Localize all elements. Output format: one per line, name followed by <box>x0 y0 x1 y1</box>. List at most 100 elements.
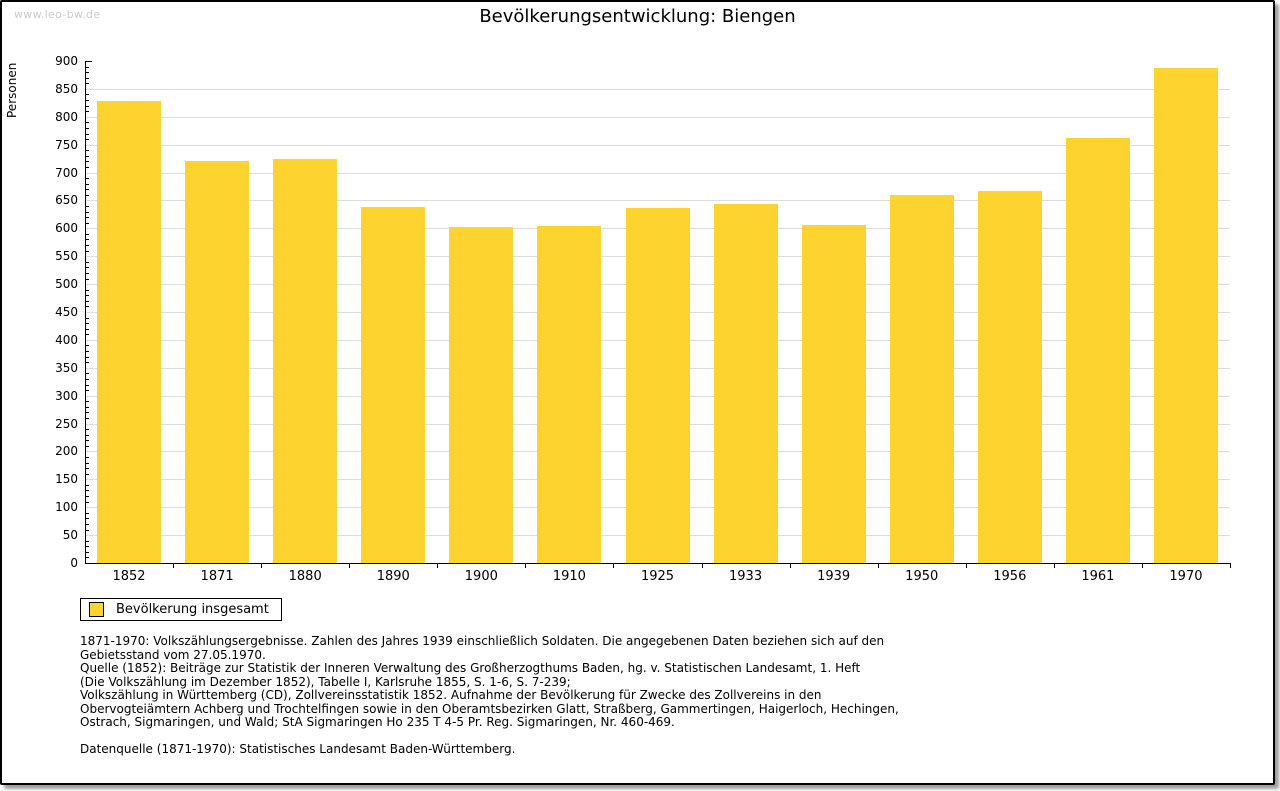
bar-1900 <box>449 227 513 563</box>
y-tick-label-850: 850 <box>55 81 78 96</box>
x-boundary-tick <box>349 564 351 568</box>
y-minor-tick <box>86 490 89 492</box>
plot-area <box>85 61 1230 563</box>
y-minor-tick <box>86 378 89 380</box>
y-minor-tick <box>86 272 89 274</box>
bar-1933 <box>714 204 778 563</box>
y-minor-tick <box>86 334 89 336</box>
x-boundary-tick <box>789 564 791 568</box>
y-minor-tick <box>86 211 89 213</box>
y-axis-title: Personen <box>5 62 19 118</box>
y-minor-tick <box>86 300 89 302</box>
y-minor-tick <box>86 484 89 486</box>
y-tick-label-0: 0 <box>70 556 78 570</box>
y-minor-tick <box>86 529 89 531</box>
x-tick-label-1910: 1910 <box>552 569 586 584</box>
y-tick-label-550: 550 <box>55 249 78 264</box>
y-tick-label-650: 650 <box>55 193 78 208</box>
x-tick-label-1900: 1900 <box>464 569 498 584</box>
y-tick-label-300: 300 <box>55 388 78 403</box>
y-minor-tick <box>86 183 89 185</box>
y-minor-tick <box>86 457 89 459</box>
y-minor-tick <box>86 501 89 503</box>
bar-1880 <box>273 159 337 563</box>
gridline-800 <box>85 116 1230 118</box>
y-minor-tick <box>86 551 89 553</box>
footnote-datasource: Datenquelle (1871-1970): Statistisches L… <box>80 741 516 756</box>
legend-box: Bevölkerung insgesamt <box>80 598 282 621</box>
y-minor-tick <box>86 206 89 208</box>
y-minor-tick <box>86 250 89 252</box>
bar-1910 <box>537 226 601 563</box>
y-minor-tick <box>86 345 89 347</box>
y-minor-tick <box>86 194 89 196</box>
y-minor-tick <box>86 317 89 319</box>
legend-color-swatch-icon <box>89 602 104 617</box>
x-boundary-tick <box>525 564 527 568</box>
bar-1925 <box>626 208 690 563</box>
y-tick-label-500: 500 <box>55 277 78 292</box>
x-boundary-tick <box>701 564 703 568</box>
gridline-650 <box>85 200 1230 202</box>
bar-1956 <box>978 191 1042 563</box>
y-minor-tick <box>86 518 89 520</box>
y-minor-tick <box>86 323 89 325</box>
gridline-850 <box>85 88 1230 90</box>
y-minor-tick <box>86 150 89 152</box>
y-minor-tick <box>86 289 89 291</box>
y-minor-tick <box>86 356 89 358</box>
x-tick-label-1880: 1880 <box>288 569 322 584</box>
y-tick-label-600: 600 <box>55 221 78 236</box>
y-minor-tick <box>86 306 89 308</box>
y-minor-tick <box>86 77 89 79</box>
y-tick-label-50: 50 <box>62 528 78 543</box>
y-minor-tick <box>86 139 89 141</box>
y-tick-label-200: 200 <box>55 444 78 459</box>
footnote-line: Volkszählung in Württemberg (CD), Zollve… <box>80 688 822 702</box>
y-tick-label-900: 900 <box>55 54 78 68</box>
y-minor-tick <box>86 557 89 559</box>
y-minor-tick <box>86 401 89 403</box>
y-tick-label-100: 100 <box>55 500 78 515</box>
y-minor-tick <box>86 122 89 124</box>
legend-label: Bevölkerung insgesamt <box>116 602 269 617</box>
x-boundary-tick <box>173 564 175 568</box>
bar-1961 <box>1066 138 1130 563</box>
footnote-line: Gebietsstand vom 27.05.1970. <box>80 647 266 662</box>
y-minor-tick <box>86 362 89 364</box>
y-axis-line <box>85 61 86 564</box>
bar-1852 <box>97 101 161 563</box>
x-tick-label-1961: 1961 <box>1081 569 1115 584</box>
y-minor-tick <box>86 440 89 442</box>
y-minor-tick <box>86 189 89 191</box>
y-minor-tick <box>86 540 89 542</box>
x-tick-label-1871: 1871 <box>200 569 234 584</box>
y-tick-label-450: 450 <box>55 305 78 319</box>
y-minor-tick <box>86 373 89 375</box>
y-minor-tick <box>86 462 89 464</box>
chart-title: Bevölkerungsentwicklung: Biengen <box>479 6 796 27</box>
y-minor-tick <box>86 390 89 392</box>
x-boundary-tick <box>965 564 967 568</box>
y-tick-label-750: 750 <box>55 137 78 152</box>
x-axis-line <box>85 563 1231 564</box>
footnote-line: Obervogteiämtern Achberg und Trochtelfin… <box>80 701 899 716</box>
y-minor-tick <box>86 166 89 168</box>
bar-1939 <box>802 225 866 563</box>
x-tick-label-1956: 1956 <box>993 569 1027 584</box>
bar-1970 <box>1154 68 1218 563</box>
y-minor-tick <box>86 83 89 85</box>
x-tick-label-1925: 1925 <box>640 569 675 584</box>
y-minor-tick <box>86 161 89 163</box>
bar-1950 <box>890 195 954 563</box>
watermark-leo-bw: www.leo-bw.de <box>14 8 101 21</box>
footnotes: 1871-1970: Volkszählungsergebnisse. Zahl… <box>80 634 910 756</box>
y-minor-tick <box>86 233 89 235</box>
y-minor-tick <box>86 217 89 219</box>
x-tick-label-1852: 1852 <box>112 569 146 584</box>
x-tick-label-1970: 1970 <box>1169 569 1203 584</box>
y-minor-tick <box>86 267 89 269</box>
y-minor-tick <box>86 434 89 436</box>
y-minor-tick <box>86 239 89 241</box>
